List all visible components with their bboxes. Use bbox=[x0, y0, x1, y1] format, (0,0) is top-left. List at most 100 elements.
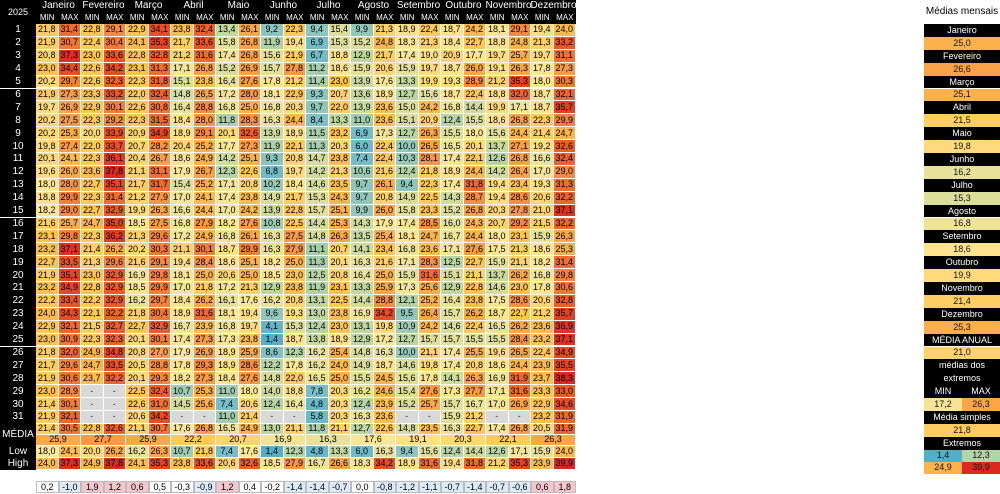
temp-cell: 21,9 bbox=[36, 411, 59, 424]
day-label: 17 bbox=[0, 230, 36, 244]
temp-cell: 18,9 bbox=[216, 346, 239, 360]
extreme-low-max: 12,3 bbox=[962, 449, 1000, 462]
temp-cell: 23,5 bbox=[328, 178, 351, 192]
temp-cell: 23,1 bbox=[126, 62, 149, 76]
temp-cell: 21,2 bbox=[531, 307, 554, 321]
temp-cell: 23,2 bbox=[328, 127, 351, 141]
temp-cell: 33,2 bbox=[553, 36, 576, 50]
temp-cell: 22,8 bbox=[81, 282, 104, 295]
temp-cell: 28,6 bbox=[508, 191, 531, 205]
temp-cell: 32,9 bbox=[103, 269, 126, 282]
temp-cell: 28,5 bbox=[418, 217, 441, 231]
temp-cell: 21,9 bbox=[36, 88, 59, 102]
temp-cell: 24,8 bbox=[508, 36, 531, 50]
temp-cell: 11,0 bbox=[351, 114, 374, 128]
temp-cell: 19,4 bbox=[171, 256, 194, 270]
media-cell: 23,5 bbox=[418, 423, 441, 435]
day-label: 24 bbox=[0, 320, 36, 334]
temp-cell: 17,9 bbox=[171, 346, 194, 360]
temp-cell: 32,1 bbox=[58, 411, 81, 424]
temp-cell: 9,9 bbox=[351, 24, 374, 37]
high-cell: 21,2 bbox=[486, 457, 509, 470]
temp-cell: 22,3 bbox=[126, 114, 149, 128]
temp-cell: 24,7 bbox=[81, 217, 104, 231]
temp-cell: 26,9 bbox=[58, 101, 81, 115]
temp-cell: 21,5 bbox=[531, 217, 554, 231]
temp-cell: 4,8 bbox=[306, 398, 329, 411]
low-cell: 26,3 bbox=[148, 445, 171, 458]
temp-cell: 26,3 bbox=[328, 230, 351, 244]
temp-cell: 13,0 bbox=[306, 307, 329, 321]
temp-cell: 22,4 bbox=[531, 346, 554, 360]
temp-cell: 22,3 bbox=[81, 191, 104, 205]
temp-cell: 11,3 bbox=[306, 140, 329, 153]
day-label: 12 bbox=[0, 165, 36, 179]
temp-cell: 22,1 bbox=[81, 307, 104, 321]
temp-cell: 19,3 bbox=[441, 75, 464, 89]
temp-cell: 25,0 bbox=[373, 269, 396, 282]
diff-cell: -1,0 bbox=[58, 481, 81, 493]
month-header: Maio bbox=[216, 0, 261, 12]
temp-cell: 31,8 bbox=[148, 75, 171, 89]
temp-cell: 24,1 bbox=[58, 153, 81, 166]
day-label: 6 bbox=[0, 88, 36, 102]
high-cell: 26,6 bbox=[328, 457, 351, 470]
temp-cell: 18,4 bbox=[216, 372, 239, 386]
temp-cell: 16,4 bbox=[441, 294, 464, 308]
temp-cell: 21,6 bbox=[373, 256, 396, 270]
media-cell: 21,4 bbox=[36, 423, 59, 435]
min-header: MIN bbox=[441, 12, 464, 24]
temp-cell: 20,8 bbox=[463, 359, 486, 373]
temp-cell: 18,9 bbox=[171, 127, 194, 141]
media-cell: 22,6 bbox=[373, 423, 396, 435]
temp-cell: 18,5 bbox=[261, 269, 284, 282]
low-cell: 17,1 bbox=[508, 445, 531, 458]
temp-cell: 18,1 bbox=[486, 24, 509, 37]
low-cell: 14,4 bbox=[463, 445, 486, 458]
temp-cell: 13,9 bbox=[261, 204, 284, 218]
temp-cell: 20,3 bbox=[283, 101, 306, 115]
temp-cell: 21,6 bbox=[126, 256, 149, 270]
temp-cell: 25,2 bbox=[193, 140, 216, 153]
temp-cell: 24,2 bbox=[418, 101, 441, 115]
temp-cell: 15,9 bbox=[351, 62, 374, 76]
temp-cell: 16,8 bbox=[396, 243, 419, 257]
media-cell: 30,7 bbox=[148, 423, 171, 435]
temp-cell: 27,9 bbox=[193, 217, 216, 231]
temp-cell: 15,2 bbox=[351, 36, 374, 50]
temp-cell: 21,9 bbox=[283, 49, 306, 63]
temp-cell: 9,3 bbox=[261, 153, 284, 166]
temp-cell: 17,8 bbox=[531, 62, 554, 76]
temp-cell: 25,3 bbox=[328, 217, 351, 231]
temp-cell: 28,7 bbox=[463, 191, 486, 205]
max-header: MAX bbox=[553, 12, 576, 24]
max-header: MAX bbox=[148, 12, 171, 24]
low-cell: 26,2 bbox=[103, 445, 126, 458]
day-label: 9 bbox=[0, 127, 36, 141]
temp-cell: 22,6 bbox=[81, 75, 104, 89]
temp-cell: 22,4 bbox=[418, 24, 441, 37]
temp-cell: 19,4 bbox=[531, 24, 554, 37]
temp-cell: 20,8 bbox=[283, 294, 306, 308]
high-cell: 31,6 bbox=[418, 457, 441, 470]
temp-cell: 33,6 bbox=[103, 49, 126, 63]
temp-cell: 22,7 bbox=[81, 204, 104, 218]
diff-cell: 1,2 bbox=[103, 481, 126, 493]
temp-cell: 15,7 bbox=[418, 333, 441, 347]
media-month-cell: 19,1 bbox=[396, 434, 441, 446]
temp-cell: 21,9 bbox=[36, 269, 59, 282]
high-cell: 18,9 bbox=[396, 457, 419, 470]
side-month-label: Junho bbox=[924, 153, 1000, 166]
temp-cell: 9,7 bbox=[306, 101, 329, 115]
diff-cell: 1,9 bbox=[81, 481, 104, 493]
annual-label: MÉDIA ANUAL bbox=[924, 333, 1000, 347]
temp-cell: 18,8 bbox=[486, 88, 509, 102]
temp-cell: 16,8 bbox=[441, 101, 464, 115]
temp-cell: 22,2 bbox=[81, 294, 104, 308]
temp-cell: 22,1 bbox=[283, 140, 306, 153]
day-label: 15 bbox=[0, 204, 36, 218]
temp-cell: 12,3 bbox=[216, 165, 239, 179]
media-cell: 11,8 bbox=[306, 423, 329, 435]
temp-cell: 32,4 bbox=[148, 385, 171, 399]
